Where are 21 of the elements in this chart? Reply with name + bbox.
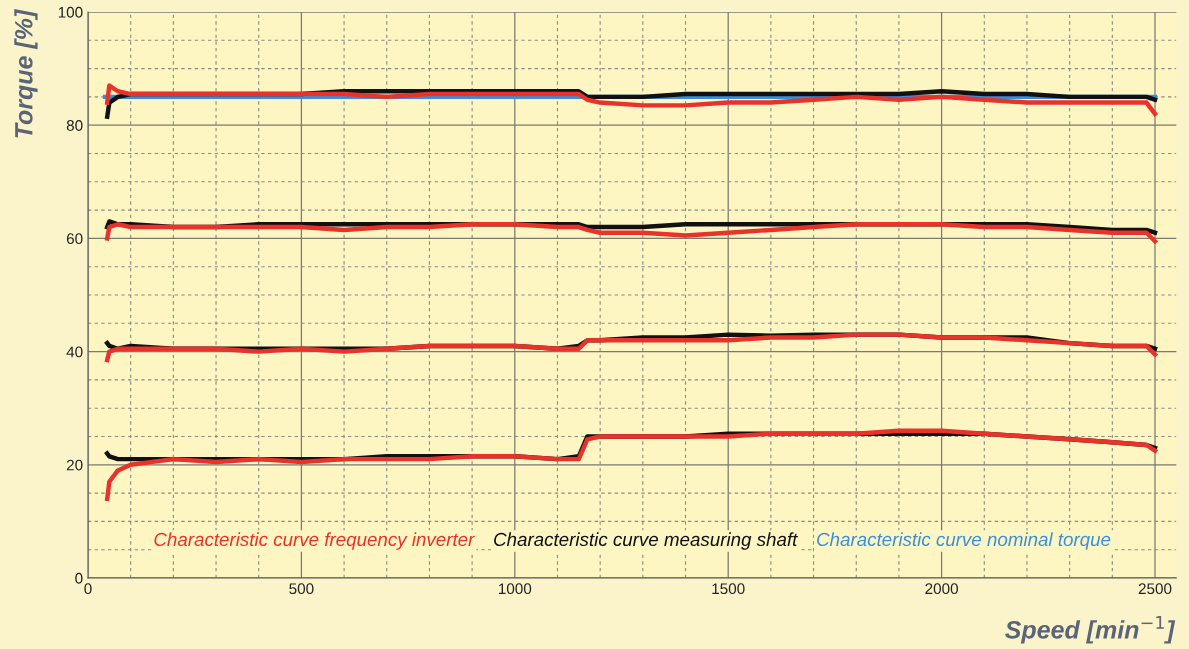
y-tick-label: 0: [75, 572, 83, 584]
y-axis-title: Torque [%]: [14, 9, 38, 138]
text: Characteristic curve nominal torque: [817, 532, 1111, 550]
line-series: [104, 332, 1158, 363]
y-tick-label: 20: [66, 459, 83, 471]
y-tick-label: 100: [58, 6, 83, 18]
y-tick-label: 40: [66, 346, 83, 358]
x-tick-label: 0: [84, 583, 92, 595]
x-tick-label: 500: [289, 583, 314, 595]
line-series: [104, 83, 1158, 117]
x-tick-label: 1000: [498, 583, 532, 595]
x-tick-label: 1500: [712, 583, 745, 595]
y-tick-label: 60: [66, 233, 83, 245]
x-tick-label: 2500: [1138, 583, 1172, 595]
line-series: [104, 222, 1158, 244]
text: Characteristic curve frequency inverter: [154, 532, 475, 550]
line-series: [104, 428, 1158, 501]
y-tick-label: 80: [66, 120, 83, 131]
x-tick-label: 2000: [925, 583, 958, 595]
text: Characteristic curve measuring shaft: [494, 532, 798, 550]
x-axis-title: Speed [min$^{−1}$]: [1005, 616, 1176, 644]
